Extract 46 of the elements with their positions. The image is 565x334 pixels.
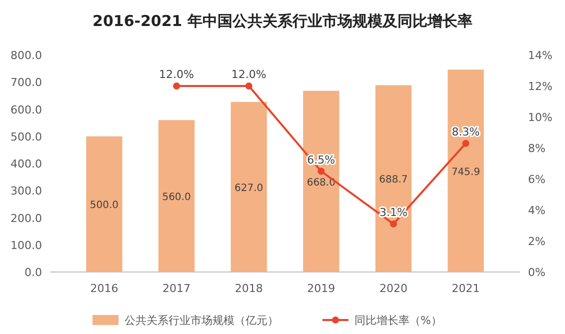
y-tick-label: 0.0 — [24, 266, 42, 279]
y2-tick-label: 4% — [528, 204, 546, 217]
bar — [86, 136, 122, 272]
y-tick-label: 100.0 — [10, 238, 42, 252]
x-tick-label: 2018 — [234, 282, 263, 295]
x-tick-label: 2021 — [452, 282, 480, 295]
legend-label: 同比增长率（%） — [354, 314, 442, 327]
x-tick-label: 2017 — [162, 282, 191, 295]
data-label: 688.7 — [379, 174, 408, 186]
bar — [230, 102, 267, 272]
y2-tick-label: 8% — [528, 142, 546, 155]
x-tick-label: 2016 — [90, 282, 118, 295]
y-tick-label: 200.0 — [10, 212, 42, 225]
data-label: 745.9 — [451, 166, 480, 178]
chart-title: 2016-2021 年中国公共关系行业市场规模及同比增长率 — [92, 12, 472, 30]
point — [318, 168, 325, 175]
bar — [158, 120, 195, 272]
y-tick-label: 800.0 — [10, 49, 42, 62]
data-label: 560.0 — [162, 192, 191, 204]
y-tick-label: 300.0 — [10, 184, 42, 198]
data-label: 627.0 — [234, 182, 264, 194]
y2-tick-label: 6% — [528, 173, 546, 186]
x-tick-label: 2019 — [307, 282, 336, 295]
y2-tick-label: 12% — [528, 80, 552, 93]
y2-tick-label: 10% — [528, 111, 552, 124]
y-tick-label: 600.0 — [10, 103, 42, 116]
y-tick-label: 400.0 — [10, 158, 42, 170]
point — [462, 140, 470, 147]
bar — [303, 90, 340, 272]
x-tick-label: 2020 — [379, 282, 408, 295]
point — [390, 220, 397, 228]
y2-tick-label: 0% — [528, 266, 546, 279]
legend-label: 公共关系行业市场规模（亿元） — [124, 314, 278, 327]
data-label: 8.3% — [452, 125, 480, 138]
data-label: 500.0 — [90, 200, 119, 212]
bar — [448, 70, 484, 272]
y-tick-label: 700.0 — [10, 76, 42, 90]
bar — [375, 85, 412, 272]
data-label: 668.0 — [306, 177, 336, 188]
y-tick-label: 500.0 — [10, 130, 42, 144]
point — [245, 82, 252, 90]
data-label: 12.0% — [159, 68, 194, 81]
point — [173, 82, 180, 90]
data-label: 12.0% — [231, 68, 266, 81]
y2-tick-label: 2% — [528, 235, 546, 248]
y2-tick-label: 14% — [528, 49, 552, 62]
